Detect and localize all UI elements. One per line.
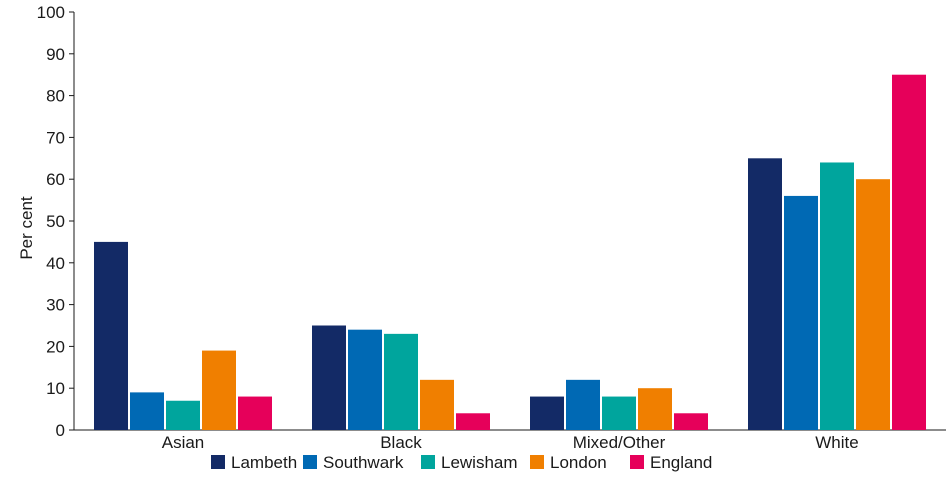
bar-london-mixed-other (638, 388, 672, 430)
legend-swatch (211, 455, 225, 469)
bar-southwark-white (784, 195, 818, 430)
bar-england-white (892, 74, 926, 430)
y-tick-label: 100 (37, 3, 65, 22)
x-tick-label: White (815, 433, 858, 452)
legend-item-lewisham: Lewisham (421, 453, 518, 472)
bar-lewisham-asian (166, 400, 200, 430)
bar-england-mixed-other (674, 413, 708, 430)
legend-label: Lambeth (231, 453, 297, 472)
x-tick-label: Asian (162, 433, 205, 452)
y-tick-label: 70 (46, 128, 65, 147)
legend: Lambeth Southwark Lewisham London England (211, 453, 712, 472)
y-tick-label: 40 (46, 254, 65, 273)
legend-item-london: London (530, 453, 607, 472)
bar-southwark-mixed-other (566, 379, 600, 430)
y-tick-label: 50 (46, 212, 65, 231)
bar-london-black (420, 379, 454, 430)
x-axis: Asian Black Mixed/Other White (74, 429, 946, 452)
legend-label: Southwark (323, 453, 404, 472)
bar-lambeth-mixed-other (530, 396, 564, 430)
legend-item-england: England (630, 453, 712, 472)
y-tick-label: 0 (56, 421, 65, 440)
x-tick-label: Mixed/Other (573, 433, 666, 452)
bar-lewisham-black (384, 333, 418, 430)
bar-england-black (456, 413, 490, 430)
legend-label: London (550, 453, 607, 472)
y-tick-label: 90 (46, 45, 65, 64)
bar-lewisham-mixed-other (602, 396, 636, 430)
legend-label: England (650, 453, 712, 472)
legend-item-lambeth: Lambeth (211, 453, 297, 472)
bar-london-white (856, 179, 890, 430)
legend-item-southwark: Southwark (303, 453, 404, 472)
y-tick-label: 60 (46, 170, 65, 189)
y-tick-label: 80 (46, 87, 65, 106)
y-axis-title: Per cent (17, 196, 36, 260)
bar-southwark-black (348, 329, 382, 430)
legend-swatch (421, 455, 435, 469)
y-axis: 0 10 20 30 40 50 60 70 80 90 100 (37, 3, 75, 440)
legend-swatch (630, 455, 644, 469)
y-tick-label: 10 (46, 379, 65, 398)
legend-label: Lewisham (441, 453, 518, 472)
bar-southwark-asian (130, 392, 164, 430)
bar-lambeth-black (312, 325, 346, 430)
legend-swatch (530, 455, 544, 469)
bars-group (94, 74, 926, 431)
bar-london-asian (202, 350, 236, 430)
bar-lewisham-white (820, 162, 854, 431)
bar-lambeth-white (748, 158, 782, 431)
y-tick-label: 20 (46, 337, 65, 356)
bar-england-asian (238, 396, 272, 430)
x-tick-label: Black (380, 433, 422, 452)
bar-lambeth-asian (94, 241, 128, 430)
y-tick-label: 30 (46, 296, 65, 315)
legend-swatch (303, 455, 317, 469)
